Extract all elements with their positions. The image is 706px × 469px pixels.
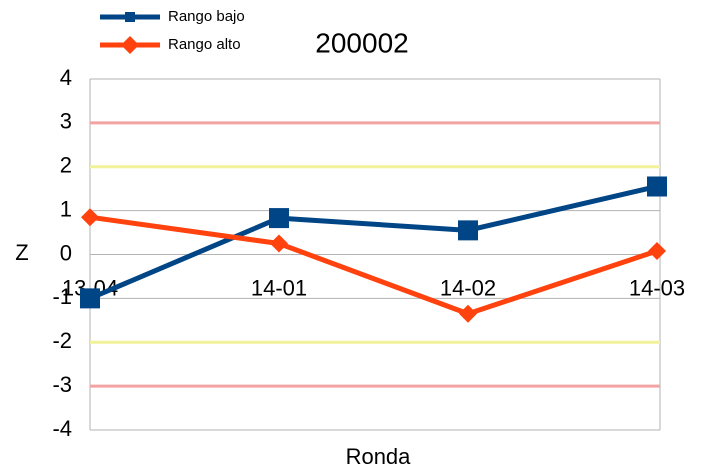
legend-marker: [125, 12, 135, 22]
chart-title: 200002: [315, 27, 408, 58]
y-tick-label: 1: [60, 196, 72, 221]
legend-marker: [121, 36, 139, 54]
marker: [269, 208, 289, 229]
y-axis-label: Z: [15, 240, 28, 265]
marker: [459, 304, 477, 323]
y-tick-label: -3: [52, 372, 72, 397]
marker: [270, 234, 288, 253]
legend-label: Rango bajo: [168, 8, 245, 25]
marker: [81, 208, 99, 227]
y-tick-label: 3: [60, 109, 72, 134]
series-line: [89, 184, 658, 301]
series-line: [89, 214, 658, 317]
x-axis-label: Ronda: [346, 444, 412, 464]
y-tick-label: 2: [60, 153, 72, 178]
y-tick-label: 0: [60, 240, 72, 265]
y-tick-label: -4: [52, 416, 72, 441]
legend-label: Rango alto: [168, 36, 241, 53]
x-tick-label: 14-02: [440, 275, 496, 300]
y-tick-label: 4: [60, 65, 72, 90]
x-tick-label: 14-03: [629, 275, 685, 300]
marker: [648, 241, 666, 260]
y-tick-label: -2: [52, 328, 72, 353]
marker: [458, 220, 478, 241]
marker: [80, 288, 100, 309]
marker: [647, 176, 667, 197]
x-tick-label: 14-01: [251, 275, 307, 300]
y-tick-label: -1: [52, 284, 72, 309]
